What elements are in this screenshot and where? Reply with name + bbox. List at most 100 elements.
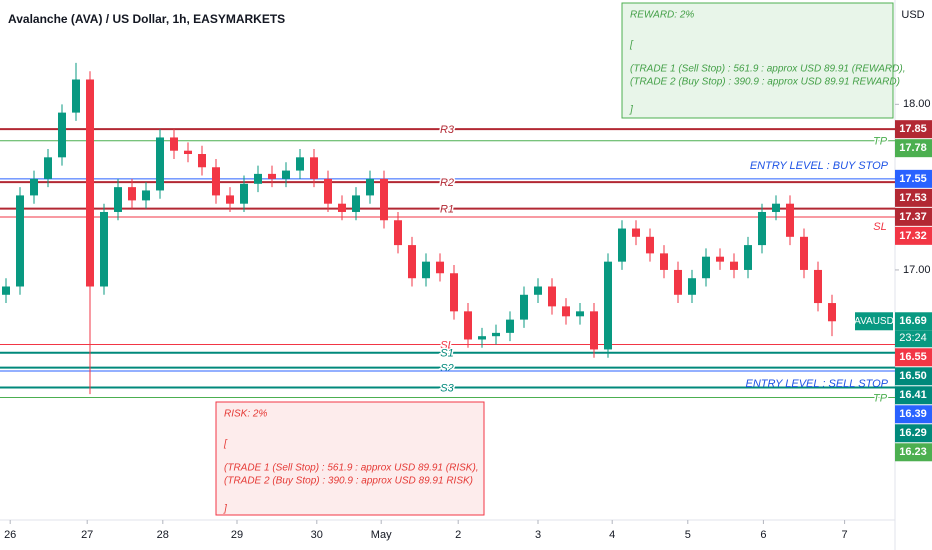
risk-box-text: RISK: 2% — [224, 409, 267, 420]
level-label: TP — [873, 136, 888, 148]
candle-body — [198, 154, 206, 168]
level-label: SL — [440, 339, 453, 351]
risk-box-text: [ — [223, 439, 228, 450]
countdown-label: 23:24 — [899, 332, 927, 344]
reward-box-text: REWARD: 2% — [630, 10, 694, 21]
candle-body — [128, 187, 136, 201]
annotation: ENTRY LEVEL : BUY STOP — [750, 160, 889, 172]
candle-body — [408, 245, 416, 279]
candle-body — [548, 286, 556, 307]
candle-body — [534, 286, 542, 295]
candle-body — [324, 178, 332, 204]
x-tick-label: May — [371, 529, 392, 541]
candle-body — [226, 195, 234, 204]
price-badge — [895, 169, 932, 188]
reward-box-text: (TRADE 1 (Sell Stop) : 561.9 : approx US… — [630, 64, 905, 75]
reward-box — [621, 2, 894, 119]
candle-body — [632, 228, 640, 237]
x-tick-label: 4 — [609, 529, 615, 541]
candle-body — [492, 332, 500, 337]
currency-label: USD — [901, 9, 924, 21]
x-tick-label: 27 — [81, 529, 93, 541]
level-label: S1 — [440, 348, 453, 360]
candle-body — [744, 245, 752, 270]
countdown-badge — [895, 330, 932, 348]
price-badge — [895, 367, 932, 386]
candle-body — [520, 294, 528, 320]
x-tick-label: 29 — [231, 529, 243, 541]
candle-body — [674, 269, 682, 295]
risk-box — [215, 401, 485, 516]
symbol-label: AVAUSD — [854, 316, 894, 327]
price-badge — [895, 424, 932, 443]
candle-body — [30, 178, 38, 196]
candle-body — [464, 311, 472, 340]
level-label: R3 — [440, 124, 455, 136]
chart-title: Avalanche (AVA) / US Dollar, 1h, EASYMAR… — [8, 12, 285, 26]
candle-body — [44, 157, 52, 179]
x-tick-label: 5 — [685, 529, 691, 541]
candle-body — [338, 203, 346, 212]
y-tick-label: 17.00 — [903, 264, 931, 276]
price-badge-label: 17.55 — [899, 173, 927, 185]
candle-body — [2, 286, 10, 295]
candle-body — [310, 157, 318, 179]
price-badge-label: 17.85 — [899, 123, 927, 135]
candle-body — [296, 157, 304, 171]
candle-body — [772, 203, 780, 212]
price-badge-label: 17.37 — [899, 211, 927, 223]
candle-body — [352, 195, 360, 212]
candle-body — [730, 261, 738, 270]
level-label: S2 — [440, 363, 453, 375]
candle-body — [562, 306, 570, 317]
x-tick-label: 7 — [842, 529, 848, 541]
candle-body — [100, 211, 108, 287]
candle-body — [478, 336, 486, 340]
level-label: R1 — [440, 204, 454, 216]
level-label: S3 — [440, 382, 454, 394]
candle-body — [506, 319, 514, 333]
y-tick-label: 18.00 — [903, 98, 931, 110]
candle-body — [604, 261, 612, 350]
price-badge — [895, 120, 932, 139]
symbol-badge — [855, 312, 893, 331]
candle-body — [156, 137, 164, 191]
candle-body — [268, 173, 276, 179]
candle-body — [618, 228, 626, 262]
candle-body — [72, 79, 80, 113]
candle-body — [576, 311, 584, 317]
candle-body — [212, 167, 220, 196]
risk-box-text: ] — [223, 504, 227, 515]
price-badge-label: 16.50 — [899, 370, 927, 382]
price-badge-label: 17.78 — [899, 142, 927, 154]
candle-body — [828, 303, 836, 322]
level-label: TP — [873, 392, 888, 404]
x-tick-label: 30 — [311, 529, 323, 541]
candle-body — [240, 183, 248, 204]
price-badge-label: 16.55 — [899, 351, 927, 363]
reward-box-text: [ — [629, 40, 634, 51]
price-badge-label: 16.69 — [899, 315, 927, 327]
candle-body — [282, 170, 290, 179]
risk-box-text: (TRADE 1 (Sell Stop) : 561.9 : approx US… — [224, 463, 479, 474]
candle-body — [184, 150, 192, 155]
x-tick-label: 2 — [455, 529, 461, 541]
price-badge-label: 16.29 — [899, 427, 927, 439]
candle-body — [646, 236, 654, 254]
candle-body — [394, 220, 402, 246]
candle-body — [436, 261, 444, 274]
price-badge — [895, 312, 932, 331]
candle-body — [800, 236, 808, 270]
annotation: ENTRY LEVEL : SELL STOP — [746, 378, 889, 390]
candle-body — [58, 112, 66, 158]
x-tick-label: 28 — [157, 529, 169, 541]
price-badge — [895, 188, 932, 207]
price-badge-label: 17.53 — [899, 192, 927, 204]
price-badge — [895, 226, 932, 245]
candle-body — [170, 137, 178, 151]
price-badge-label: 16.23 — [899, 446, 927, 458]
candle-body — [142, 190, 150, 201]
reward-box-text: ] — [629, 105, 633, 116]
price-badge — [895, 405, 932, 424]
